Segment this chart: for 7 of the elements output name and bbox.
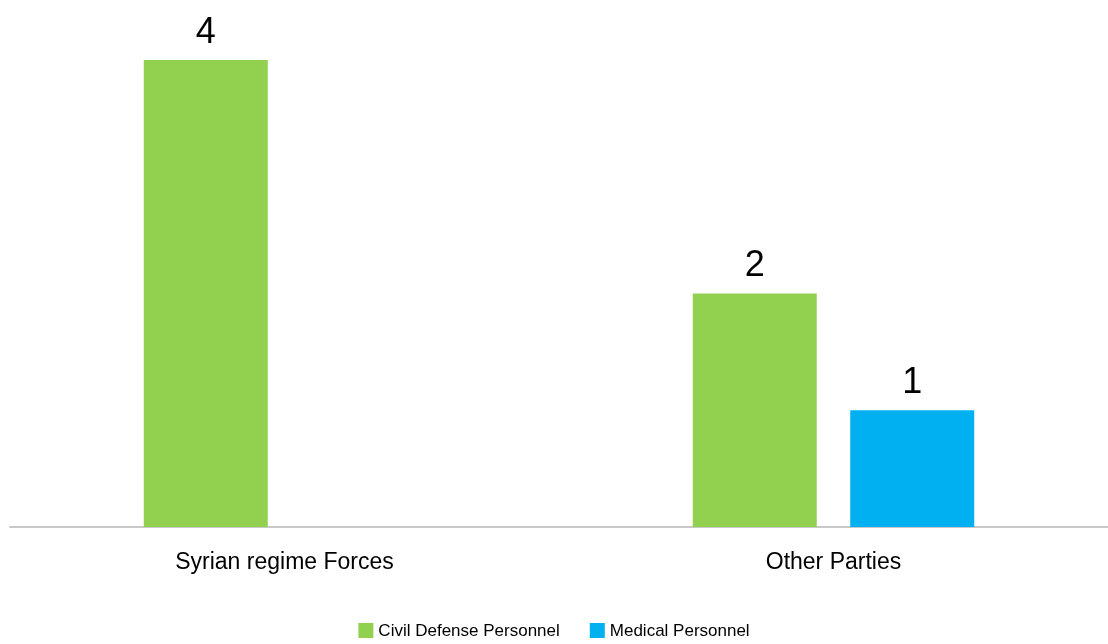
x-tick-label: Other Parties bbox=[765, 547, 902, 574]
data-label: 4 bbox=[195, 9, 216, 51]
data-label: 2 bbox=[744, 243, 765, 284]
x-tick-label: Syrian regime Forces bbox=[175, 547, 394, 574]
legend-label: Civil Defense Personnel bbox=[378, 621, 560, 640]
legend-label: Medical Personnel bbox=[609, 621, 750, 640]
data-label: 1 bbox=[902, 359, 923, 401]
